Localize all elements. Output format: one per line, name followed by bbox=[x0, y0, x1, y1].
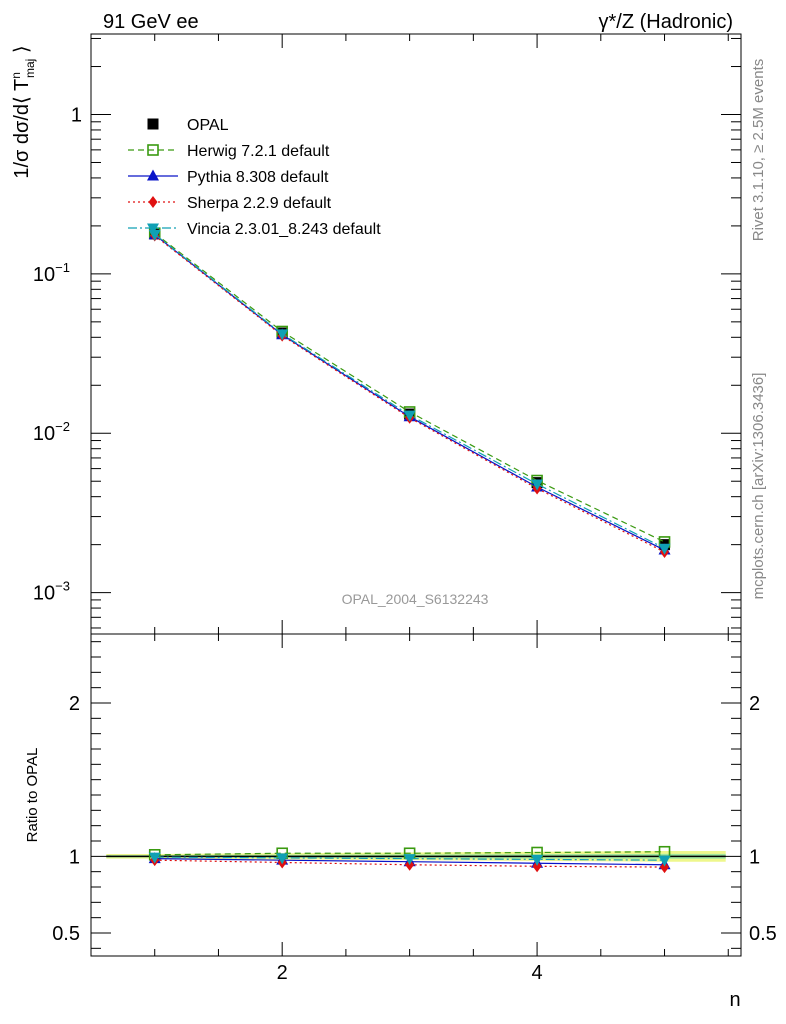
header-left-label: 91 GeV ee bbox=[103, 11, 199, 33]
point-vincia-5 bbox=[658, 543, 671, 555]
ratio-point-vincia-3 bbox=[403, 854, 416, 866]
legend-label-pythia: Pythia 8.308 default bbox=[187, 169, 329, 186]
legend-label-opal: OPAL bbox=[187, 117, 229, 134]
mcplots-side-text: mcplots.cern.ch [arXiv:1306.3436] bbox=[750, 373, 767, 600]
legend-label-herwig: Herwig 7.2.1 default bbox=[187, 143, 330, 160]
point-vincia-2 bbox=[276, 329, 289, 341]
ratio-point-sherpa-4 bbox=[532, 860, 542, 873]
y-tick-label: 1 bbox=[71, 105, 82, 127]
series-line-sherpa bbox=[154, 235, 665, 553]
ratio-y-tick-label-left: 2 bbox=[69, 693, 80, 715]
series-line-pythia bbox=[154, 234, 665, 551]
legend-marker-pythia bbox=[147, 169, 159, 181]
ratio-point-vincia-4 bbox=[531, 854, 544, 866]
series-line-vincia bbox=[154, 233, 665, 549]
legend-label-vincia: Vincia 2.3.01_8.243 default bbox=[187, 221, 381, 238]
ratio-line-herwig bbox=[154, 851, 665, 856]
ratio-ylabel: Ratio to OPAL bbox=[24, 748, 41, 843]
ratio-y-tick-label-left: 1 bbox=[69, 846, 80, 868]
point-vincia-1 bbox=[148, 229, 161, 241]
y-tick-label: 10−1 bbox=[33, 260, 70, 286]
legend-marker-vincia bbox=[147, 223, 159, 235]
rivet-side-text: Rivet 3.1.10, ≥ 2.5M events bbox=[750, 59, 767, 242]
legend: OPAL Herwig 7.2.1 default Pythia 8.308 def… bbox=[128, 117, 381, 238]
legend-marker-sherpa bbox=[148, 196, 158, 208]
ratio-y-tick-label-left: 0.5 bbox=[52, 923, 80, 945]
legend-marker-opal bbox=[147, 118, 159, 130]
y-tick-label: 10−2 bbox=[33, 419, 70, 445]
point-vincia-4 bbox=[531, 479, 544, 491]
svg-text:1/σ dσ/d⟨ Tnmaj ⟩: 1/σ dσ/d⟨ Tnmaj ⟩ bbox=[9, 45, 37, 178]
main-ylabel: 1/σ dσ/d⟨ Tnmaj ⟩ bbox=[9, 45, 37, 178]
ratio-y-tick-label-right: 0.5 bbox=[749, 923, 777, 945]
legend-marker-herwig bbox=[147, 144, 159, 156]
ratio-point-sherpa-5 bbox=[660, 861, 670, 874]
ratio-y-tick-label-right: 1 bbox=[749, 846, 760, 868]
series-line-herwig bbox=[154, 232, 665, 543]
header-right-label: γ*/Z (Hadronic) bbox=[599, 11, 733, 33]
x-axis-label: n bbox=[729, 989, 740, 1011]
ratio-point-vincia-2 bbox=[276, 853, 289, 865]
ratio-point-vincia-1 bbox=[148, 852, 161, 864]
x-tick-label-4: 4 bbox=[532, 962, 543, 984]
watermark: OPAL_2004_S6132243 bbox=[342, 591, 489, 607]
x-tick-label-2: 2 bbox=[277, 962, 288, 984]
point-vincia-3 bbox=[403, 410, 416, 422]
main-panel: 10−3 10−2 10−1 1 bbox=[33, 33, 742, 635]
y-tick-label: 10−3 bbox=[33, 579, 70, 605]
ratio-panel: 2 4 0.5 0.5 1 1 2 2 bbox=[52, 34, 777, 984]
legend-label-sherpa: Sherpa 2.2.9 default bbox=[187, 195, 332, 212]
ratio-y-tick-label-right: 2 bbox=[749, 693, 760, 715]
ratio-frame bbox=[90, 633, 742, 957]
ratio-point-vincia-5 bbox=[658, 855, 671, 867]
